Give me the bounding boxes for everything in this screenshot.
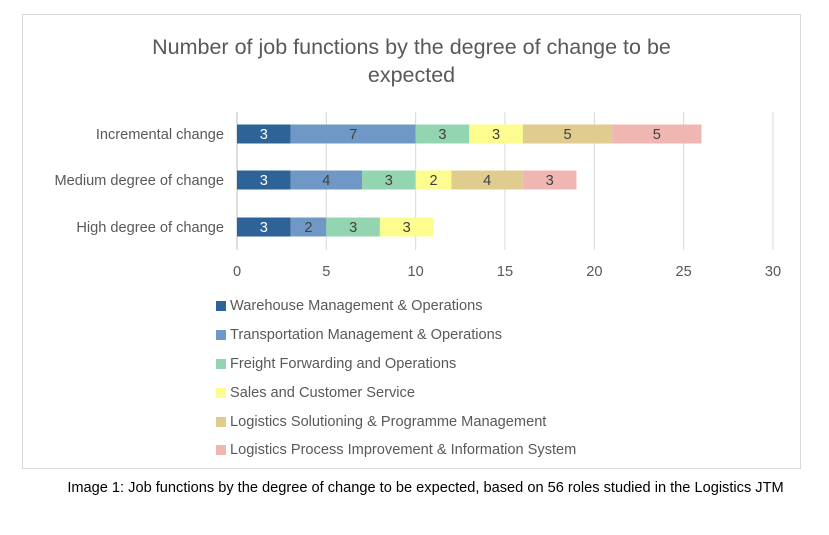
legend-swatch-5: [216, 445, 226, 456]
legend-item-3: Sales and Customer Service: [216, 378, 576, 407]
data-label-2-series-2: 3: [349, 220, 357, 236]
bar-0-series-5: [612, 124, 702, 144]
chart-title-line-2: expected: [367, 63, 456, 87]
legend: Warehouse Management & Operations Transpo…: [216, 292, 576, 465]
legend-swatch-0: [216, 301, 226, 312]
bar-2-series-1: [290, 217, 327, 237]
data-label-1-series-1: 4: [322, 173, 330, 189]
bar-0-series-2: [415, 124, 470, 144]
data-label-0-series-3: 3: [492, 127, 500, 143]
bar-2-series-0: [237, 217, 291, 237]
legend-label-5: Logistics Process Improvement & Informat…: [230, 442, 577, 459]
legend-label-2: Freight Forwarding and Operations: [230, 355, 457, 372]
bar-1-series-2: [362, 170, 416, 190]
legend-swatch-3: [216, 387, 226, 398]
bar-1-series-3: [415, 170, 452, 190]
bar-2-series-3: [379, 217, 434, 237]
figure-caption: Image 1: Job functions by the degree of …: [67, 480, 784, 496]
bar-1-series-0: [237, 170, 291, 190]
data-label-2-series-1: 2: [304, 220, 312, 236]
bar-2-series-2: [326, 217, 380, 237]
data-label-1-series-2: 3: [385, 173, 393, 189]
bar-1-series-4: [451, 170, 523, 190]
category-label-2: High degree of change: [76, 220, 224, 236]
bar-0-series-3: [469, 124, 523, 144]
x-tick-label-20: 20: [586, 264, 602, 280]
bar-0-series-0: [237, 124, 291, 144]
x-tick-label-25: 25: [676, 264, 692, 280]
data-label-1-series-4: 4: [483, 173, 491, 189]
data-label-2-series-3: 3: [403, 220, 411, 236]
legend-swatch-4: [216, 416, 226, 427]
data-label-0-series-2: 3: [438, 127, 446, 143]
legend-swatch-1: [216, 330, 226, 341]
data-label-0-series-5: 5: [653, 127, 661, 143]
data-label-1-series-5: 3: [546, 173, 554, 189]
category-label-0: Incremental change: [96, 127, 224, 143]
legend-label-3: Sales and Customer Service: [230, 384, 415, 401]
x-tick-label-5: 5: [322, 264, 330, 280]
data-label-2-series-0: 3: [260, 220, 268, 236]
category-label-1: Medium degree of change: [54, 173, 224, 189]
legend-item-4: Logistics Solutioning & Programme Manage…: [216, 407, 576, 436]
legend-label-1: Transportation Management & Operations: [230, 327, 503, 344]
legend-item-2: Freight Forwarding and Operations: [216, 350, 576, 379]
data-label-0-series-1: 7: [349, 127, 357, 143]
data-label-1-series-3: 2: [429, 173, 437, 189]
legend-swatch-2: [216, 358, 226, 369]
x-tick-label-15: 15: [497, 264, 513, 280]
legend-item-1: Transportation Management & Operations: [216, 321, 576, 350]
data-label-0-series-0: 3: [260, 127, 268, 143]
x-tick-label-0: 0: [233, 264, 241, 280]
legend-item-0: Warehouse Management & Operations: [216, 292, 576, 321]
bar-0-series-1: [290, 124, 416, 144]
legend-item-5: Logistics Process Improvement & Informat…: [216, 436, 576, 465]
data-label-1-series-0: 3: [260, 173, 268, 189]
chart-title: Number of job functions by the degree of…: [22, 33, 801, 89]
bar-1-series-1: [290, 170, 363, 190]
x-tick-label-10: 10: [408, 264, 424, 280]
data-label-0-series-4: 5: [563, 127, 571, 143]
bar-0-series-4: [522, 124, 613, 144]
x-tick-label-30: 30: [765, 264, 781, 280]
chart-frame: [22, 14, 801, 469]
bar-1-series-5: [522, 170, 577, 190]
chart-title-line-1: Number of job functions by the degree of…: [152, 35, 671, 59]
legend-label-0: Warehouse Management & Operations: [230, 298, 483, 315]
legend-label-4: Logistics Solutioning & Programme Manage…: [230, 413, 547, 430]
